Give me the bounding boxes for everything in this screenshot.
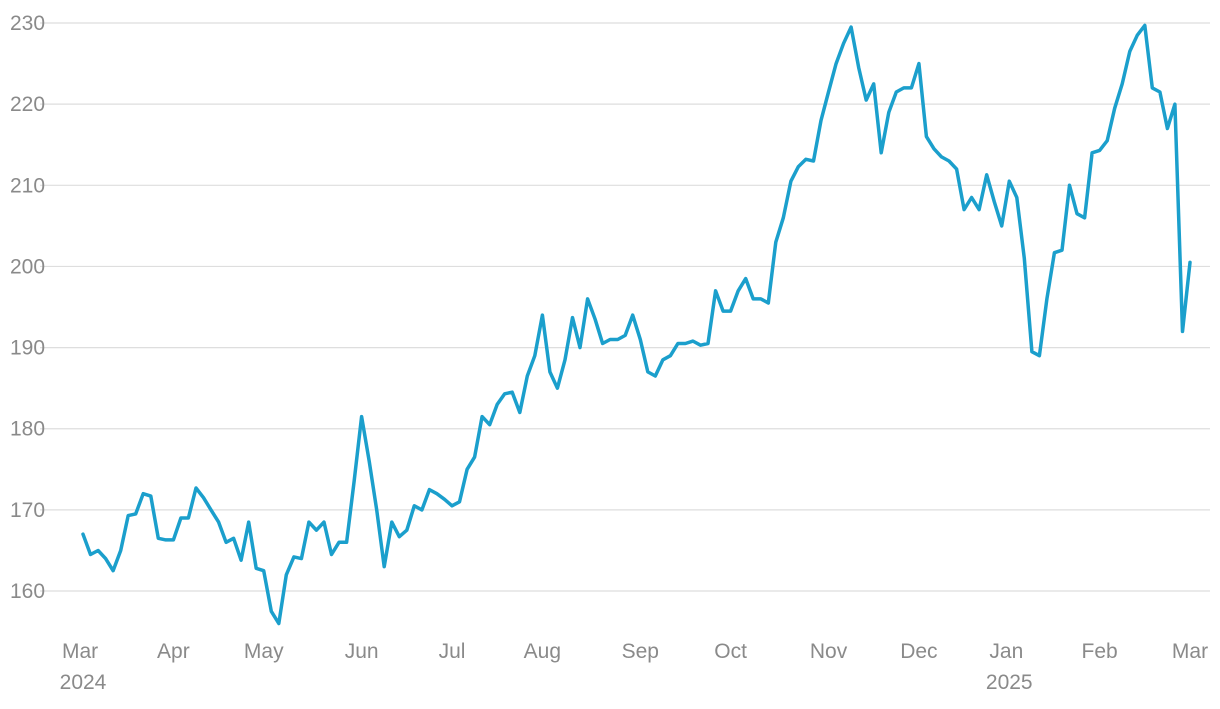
x-tick-label-line: Oct [714,640,747,663]
x-tick-label-line: Dec [900,640,937,663]
y-tick-label: 220 [10,93,45,116]
x-tick-label-line: Jan [989,640,1029,663]
x-tick-label-line: Jun [345,640,379,663]
x-tick-label-line: Nov [810,640,848,663]
x-tick-label-line: May [244,640,284,663]
x-tick-label-line: 2024 [60,671,107,694]
y-tick-label: 160 [10,580,45,603]
line-series [81,23,1192,626]
x-tick-label: May [244,640,284,663]
x-tick-label: Aug [524,640,561,663]
x-tick-label-line: Apr [157,640,190,663]
x-tick-label: Mar 2024 [60,640,107,694]
x-tick-label: Nov [810,640,848,663]
x-tick-label-line: Mar [62,640,104,663]
x-tick-label-line: 2025 [986,671,1033,694]
y-tick-label: 210 [10,174,45,197]
x-tick-label: Feb [1082,640,1118,663]
x-tick-label: Apr [157,640,190,663]
x-tick-label: Oct [714,640,747,663]
y-tick-label: 230 [10,12,45,35]
x-tick-label-line: Aug [524,640,561,663]
x-tick-label-line: Feb [1082,640,1118,663]
x-tick-label: Mar [1172,640,1208,663]
x-tick-label: Sep [622,640,659,663]
x-tick-label-line: Jul [439,640,466,663]
y-tick-label: 190 [10,337,45,360]
x-tick-label-line: Sep [622,640,659,663]
y-tick-label: 170 [10,499,45,522]
x-tick-label-line: Mar [1172,640,1208,663]
x-tick-label: Dec [900,640,937,663]
y-tick-label: 180 [10,418,45,441]
x-tick-label: Jun [345,640,379,663]
x-tick-label: Jan 2025 [986,640,1033,694]
y-tick-label: 200 [10,255,45,278]
x-tick-label: Jul [439,640,466,663]
